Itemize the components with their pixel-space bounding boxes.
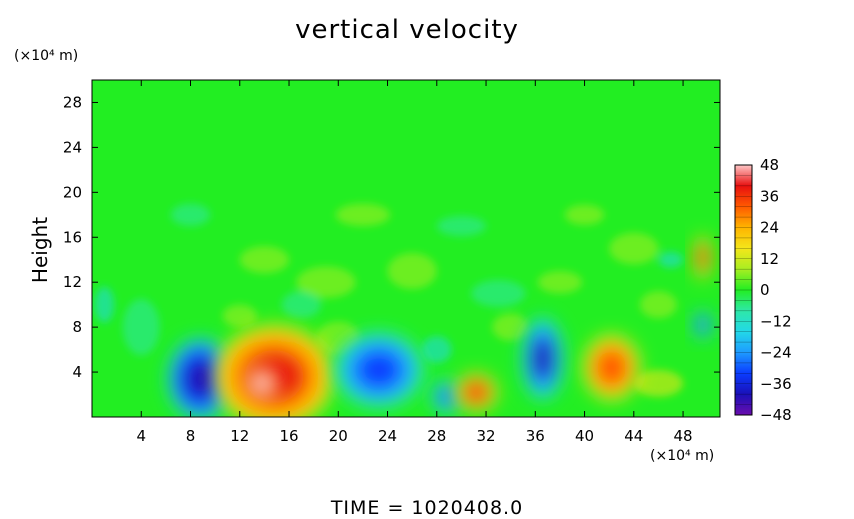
colorbar-tick-label: −12 [760, 312, 792, 330]
texture-patch-4 [537, 270, 583, 294]
plot-field [92, 80, 720, 417]
x-ticks: 4 8 12 16 20 24 28 32 36 40 44 48 [136, 80, 693, 445]
y-axis-unit: (×10⁴ m) [14, 48, 78, 64]
colorbar-tick-label: 12 [760, 250, 779, 268]
colorbar-tick-label: −48 [760, 406, 792, 424]
x-tick-label: 40 [575, 427, 594, 445]
colorbar-tick-label: 0 [760, 281, 770, 299]
x-tick-label: 8 [186, 427, 196, 445]
texture-patch-10 [122, 299, 160, 356]
texture-patch-5 [609, 232, 659, 265]
colorbar-tick-label: 24 [760, 219, 779, 237]
updraft-3-level-4 [597, 351, 626, 384]
colorbar-tick-label: −24 [760, 344, 792, 362]
texture-patch-2 [387, 252, 437, 289]
texture-patch-7 [335, 203, 390, 227]
updraft-2-level-4 [465, 382, 487, 402]
colorbar-ticks: 48 36 24 12 0 −12 −24 −36 −48 [760, 156, 792, 424]
texture-patch-1 [296, 266, 356, 298]
texture-patch-17 [222, 304, 258, 328]
y-axis-label: Height [28, 217, 52, 283]
y-tick-label: 20 [63, 183, 82, 201]
y-tick-label: 4 [72, 363, 82, 381]
texture-patch-6 [170, 203, 211, 227]
texture-patch-8 [436, 215, 487, 237]
downdraft-4-level-4 [532, 338, 554, 379]
texture-patch-3 [471, 279, 526, 307]
x-tick-label: 44 [624, 427, 643, 445]
features-layer [167, 235, 712, 417]
y-tick-label: 16 [63, 228, 82, 246]
x-tick-label: 48 [674, 427, 693, 445]
y-tick-label: 8 [72, 318, 82, 336]
feature-updraft-2 [455, 373, 497, 412]
time-footer: TIME = 1020408.0 [330, 497, 523, 519]
x-tick-label: 32 [476, 427, 495, 445]
y-tick-label: 12 [63, 273, 82, 291]
downdraft-1-level-4 [184, 358, 217, 400]
y-ticks: 4 8 12 16 20 24 28 [63, 93, 720, 381]
colorbar-levels [735, 175, 752, 405]
texture-patch-0 [239, 246, 290, 274]
colorbar [735, 165, 752, 415]
field-texture [94, 203, 684, 397]
downdraft-2-level-4 [356, 350, 402, 389]
texture-patch-15 [492, 313, 530, 341]
x-tick-label: 24 [378, 427, 397, 445]
chart-title: vertical velocity [295, 15, 519, 45]
feature-downdraft-1 [167, 338, 233, 417]
x-tick-label: 28 [427, 427, 446, 445]
x-tick-label: 16 [279, 427, 298, 445]
feature-updraft-4 [693, 235, 712, 280]
colorbar-tick-label: 36 [760, 187, 779, 205]
feature-updraft-3 [583, 335, 640, 400]
updraft-1-core-level-4 [253, 374, 271, 393]
x-tick-label: 12 [230, 427, 249, 445]
downdraft-5-level-4 [698, 318, 708, 332]
y-tick-label: 24 [63, 138, 82, 156]
x-axis-unit: (×10⁴ m) [650, 448, 714, 464]
x-tick-label: 36 [526, 427, 545, 445]
texture-patch-14 [422, 336, 452, 364]
texture-patch-9 [564, 204, 605, 225]
colorbar-tick-label: −36 [760, 375, 792, 393]
colorbar-tick-label: 48 [760, 156, 779, 174]
feature-downdraft-5 [693, 311, 712, 339]
y-tick-label: 28 [63, 93, 82, 111]
x-tick-label: 20 [329, 427, 348, 445]
texture-patch-11 [94, 286, 115, 323]
updraft-4-level-4 [698, 246, 708, 269]
texture-patch-18 [281, 291, 322, 319]
texture-patch-16 [633, 369, 684, 397]
feature-downdraft-4 [521, 318, 564, 400]
x-tick-label: 4 [136, 427, 146, 445]
downdraft-3-level-4 [439, 388, 455, 405]
colorbar-frame [734, 164, 753, 416]
texture-patch-12 [639, 291, 677, 319]
feature-updraft-1-core [244, 365, 280, 401]
texture-patch-19 [658, 251, 684, 268]
plot-frame [91, 79, 721, 418]
feature-downdraft-2 [334, 332, 424, 408]
feature-downdraft-3 [431, 380, 462, 413]
